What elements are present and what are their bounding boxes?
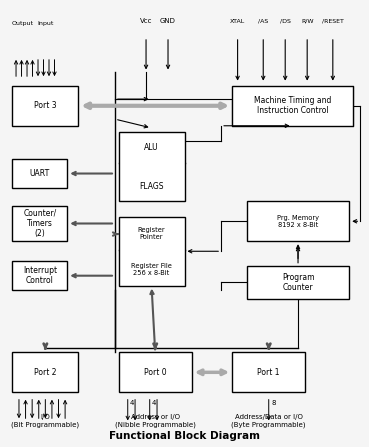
FancyBboxPatch shape [118, 132, 184, 201]
FancyBboxPatch shape [13, 159, 67, 188]
Text: R/W: R/W [301, 19, 313, 24]
Text: Machine Timing and
Instruction Control: Machine Timing and Instruction Control [254, 96, 331, 115]
Text: 8: 8 [272, 401, 276, 406]
Text: Functional Block Diagram: Functional Block Diagram [109, 431, 260, 441]
Text: XTAL: XTAL [230, 19, 245, 24]
Text: Port 3: Port 3 [34, 101, 57, 110]
Text: Vcc: Vcc [140, 17, 152, 24]
Text: Register
Pointer: Register Pointer [138, 227, 165, 240]
Text: Address/Data or I/O
(Byte Programmable): Address/Data or I/O (Byte Programmable) [231, 414, 306, 428]
Text: Port 2: Port 2 [34, 368, 56, 377]
FancyBboxPatch shape [13, 352, 78, 392]
FancyBboxPatch shape [13, 206, 67, 241]
Text: Input: Input [37, 21, 54, 26]
Text: Port 0: Port 0 [144, 368, 166, 377]
Text: 4: 4 [130, 401, 134, 406]
FancyBboxPatch shape [13, 86, 78, 126]
Text: /DS: /DS [280, 19, 291, 24]
Text: Output: Output [11, 21, 33, 26]
FancyBboxPatch shape [232, 352, 306, 392]
Text: Address or I/O
(Nibble Programmable): Address or I/O (Nibble Programmable) [115, 414, 196, 428]
FancyBboxPatch shape [118, 217, 184, 286]
Text: Prg. Memory
8192 x 8-Bit: Prg. Memory 8192 x 8-Bit [277, 215, 319, 228]
Text: Program
Counter: Program Counter [282, 273, 314, 292]
Text: Port 1: Port 1 [258, 368, 280, 377]
FancyBboxPatch shape [247, 201, 349, 241]
Text: ALU: ALU [144, 143, 159, 152]
Text: Counter/
Timers
(2): Counter/ Timers (2) [23, 209, 56, 238]
Text: /RESET: /RESET [322, 19, 344, 24]
Text: GND: GND [160, 17, 176, 24]
Text: FLAGS: FLAGS [139, 181, 164, 190]
Text: I/O
(Bit Programmable): I/O (Bit Programmable) [11, 414, 79, 428]
FancyBboxPatch shape [247, 266, 349, 299]
Text: Register File
256 x 8-Bit: Register File 256 x 8-Bit [131, 263, 172, 276]
Text: UART: UART [30, 169, 50, 178]
FancyBboxPatch shape [13, 261, 67, 290]
Text: /AS: /AS [258, 19, 268, 24]
FancyBboxPatch shape [118, 352, 192, 392]
FancyBboxPatch shape [232, 86, 353, 126]
Text: 4: 4 [152, 401, 156, 406]
Text: Interrupt
Control: Interrupt Control [23, 266, 57, 285]
